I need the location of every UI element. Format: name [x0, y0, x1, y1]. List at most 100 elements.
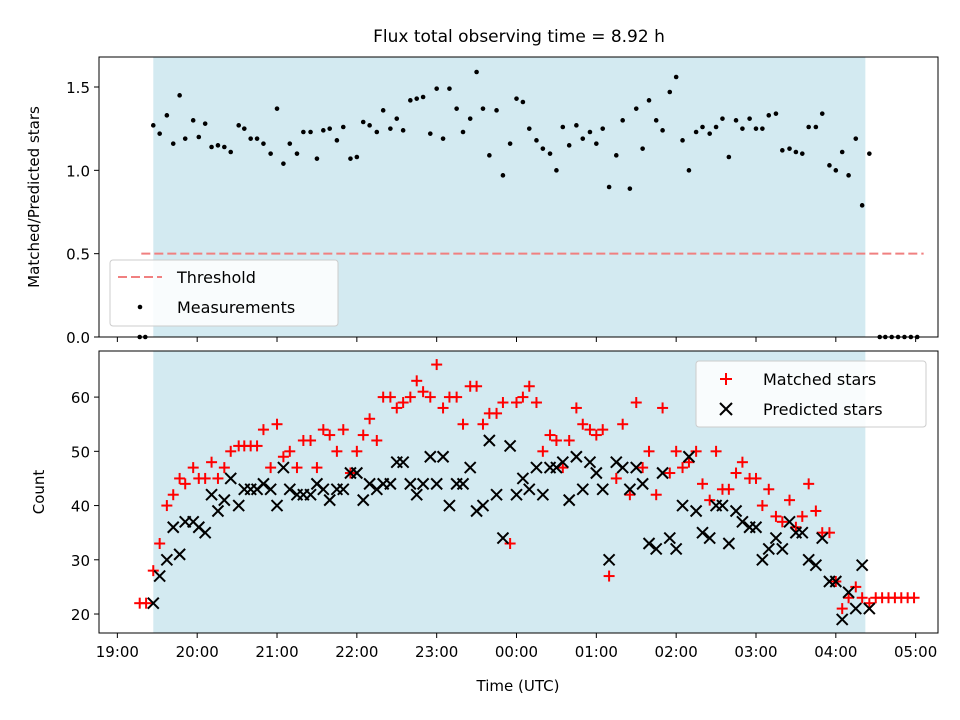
predicted-star-point: [264, 483, 277, 496]
measurement-point: [164, 113, 170, 118]
count-y-label: Count: [30, 470, 48, 515]
x-tick-label: 01:00: [575, 643, 618, 661]
measurement-point: [354, 154, 360, 160]
measurement-point: [400, 128, 406, 133]
ratio-panel-frame: [98, 56, 939, 338]
predicted-star-point: [769, 531, 783, 545]
measurement-point: [394, 116, 400, 121]
measurement-point: [287, 141, 293, 146]
measurement-point: [420, 94, 426, 100]
measurement-point: [534, 138, 539, 143]
time-x-axis: 19:00 20:00 21:00 22:00 23:00 00:00 01:00 02:00…: [96, 633, 937, 661]
matched-star-point: [187, 462, 199, 474]
predicted-star-point: [463, 461, 477, 474]
measurement-point: [753, 126, 759, 131]
predicted-star-point: [842, 586, 855, 599]
predicted-star-point: [570, 450, 583, 463]
count-y-axis: 20 30 40 50 60: [71, 389, 99, 624]
predicted-star-point: [656, 466, 669, 480]
measurement-point: [294, 151, 300, 156]
y-tick-label: 40: [71, 498, 90, 516]
matched-star-point: [823, 527, 835, 539]
measurement-point: [819, 111, 825, 116]
measurement-point: [653, 118, 659, 123]
predicted-star-point: [669, 542, 683, 556]
matched-star-point: [265, 462, 277, 474]
matched-star-point: [730, 467, 742, 479]
measurement-point: [773, 111, 779, 116]
matched-star-point: [577, 418, 589, 430]
predicted-star-point: [363, 477, 376, 491]
predicted-star-point: [722, 537, 736, 550]
predicted-star-point: [556, 455, 570, 469]
matched-star-point: [424, 391, 436, 403]
predicted-star-point: [530, 461, 543, 474]
matched-star-point: [225, 445, 237, 457]
predicted-star-point: [623, 483, 637, 496]
matched-star-point: [723, 483, 735, 495]
measurement-point: [268, 151, 273, 156]
measurement-point: [520, 99, 526, 105]
matched-star-point: [517, 391, 529, 403]
measurement-point: [813, 124, 819, 130]
matched-star-point: [140, 597, 152, 609]
matched-star-point: [451, 391, 463, 403]
measurement-point: [673, 74, 679, 80]
measurement-point: [660, 128, 665, 133]
matched-star-point: [624, 489, 636, 501]
predicted-star-point: [304, 488, 317, 501]
matched-star-point: [637, 462, 649, 474]
predicted-star-point: [729, 504, 743, 518]
measurement-point: [348, 156, 353, 161]
matched-star-point: [271, 418, 283, 430]
matched-star-point: [843, 592, 855, 604]
matched-star-point: [417, 386, 429, 398]
measurement-point: [321, 128, 326, 133]
measurement-point: [846, 173, 851, 178]
predicted-star-point: [357, 493, 370, 507]
matched-star-point: [908, 592, 920, 604]
predicted-star-point: [636, 477, 649, 491]
x-tick-label: 23:00: [415, 643, 458, 661]
measurement-point: [190, 118, 196, 123]
measurement-point: [507, 141, 513, 146]
matched-star-point: [331, 445, 343, 457]
matched-star-point: [391, 402, 403, 414]
matched-star-point: [683, 456, 695, 468]
predicted-star-point: [337, 483, 350, 496]
measurement-point: [241, 126, 247, 131]
measurement-point: [713, 124, 719, 130]
x-tick-label: 21:00: [255, 643, 298, 661]
matched-star-point: [803, 478, 815, 490]
measurement-point: [526, 126, 532, 131]
legend-predicted-label: Predicted stars: [763, 400, 883, 419]
matched-star-point: [497, 397, 509, 409]
figure-title: Flux total observing time = 8.92 h: [373, 27, 665, 47]
matched-star-point: [437, 402, 449, 414]
predicted-star-point: [147, 596, 160, 610]
predicted-star-point: [596, 483, 609, 496]
predicted-star-point: [232, 499, 245, 512]
matched-star-point: [677, 462, 689, 474]
measurement-point: [853, 136, 859, 141]
predicted-star-point: [562, 493, 576, 507]
predicted-star-point: [696, 526, 709, 539]
matched-star-point: [411, 375, 423, 387]
matched-star-point: [404, 391, 416, 403]
matched-star-point: [603, 570, 615, 582]
count-panel-frame: [98, 350, 939, 634]
matched-star-point: [477, 418, 489, 430]
measurement-point: [640, 146, 645, 151]
measurement-point: [474, 69, 479, 75]
predicted-star-point: [404, 477, 417, 491]
measurement-point: [360, 119, 366, 125]
measurement-point: [274, 106, 280, 111]
matched-star-point: [537, 445, 549, 457]
matched-star-point: [147, 565, 159, 577]
measurement-point: [799, 151, 805, 156]
matched-star-point: [199, 472, 211, 484]
matched-star-point: [174, 472, 186, 484]
predicted-star-point: [317, 483, 330, 496]
measurement-point: [827, 163, 832, 168]
predicted-star-point: [430, 477, 443, 491]
